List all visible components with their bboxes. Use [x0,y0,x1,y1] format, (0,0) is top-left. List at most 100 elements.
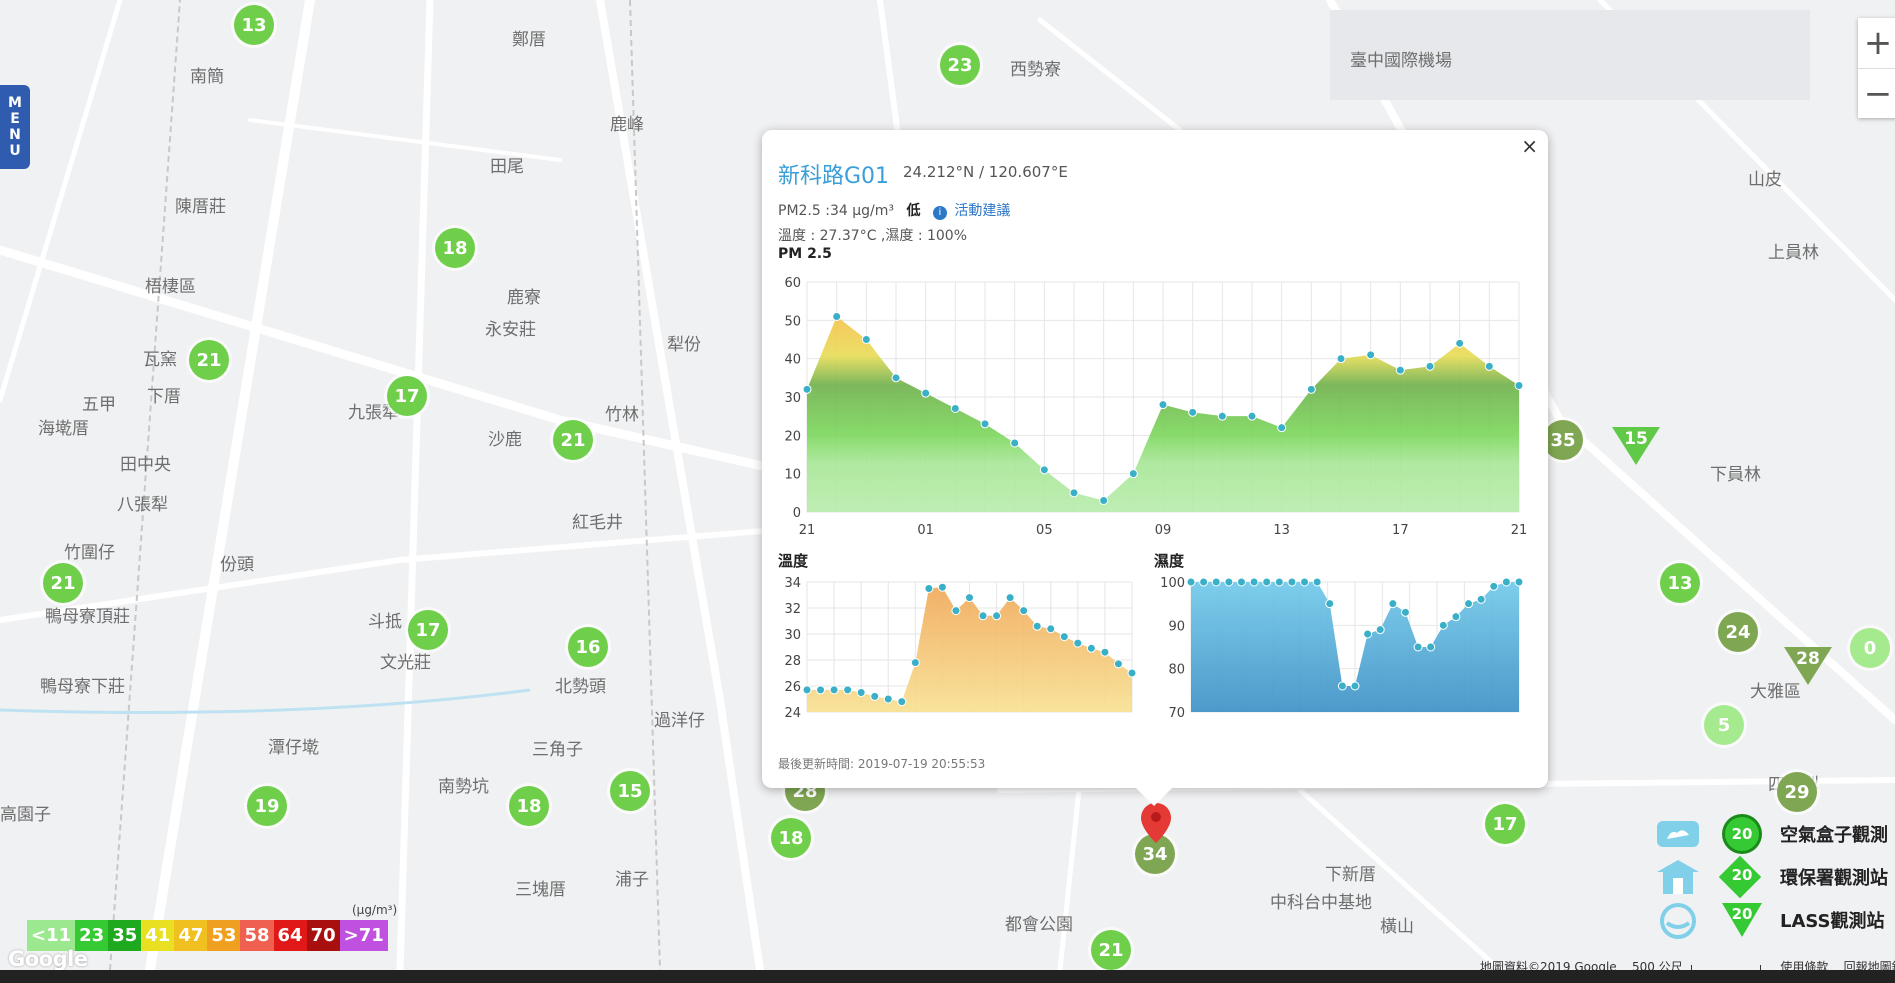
data-point [1249,577,1259,587]
selected-location-pin-icon[interactable] [1141,803,1171,843]
place-label: 浦子 [615,870,649,890]
zoom-out-button[interactable]: − [1858,68,1895,118]
y-tick-label: 32 [784,602,801,617]
data-point [829,685,839,695]
station-marker[interactable]: 23 [940,45,980,85]
humidity-chart-title: 濕度 [1154,552,1185,570]
place-label: 沙鹿 [488,430,522,450]
place-label: 都會公園 [1005,915,1073,935]
data-point [1069,488,1079,498]
menu-tab-letter: M [8,95,22,111]
data-point [1262,577,1272,587]
info-icon[interactable]: i [932,206,947,220]
place-label: 下新厝 [1325,865,1376,885]
station-marker[interactable]: 16 [568,627,608,667]
place-label: 海墘厝 [38,419,89,439]
data-point [861,335,871,344]
place-label: 九張犁 [348,403,399,423]
place-label: 鴨母寮頂莊 [45,607,130,627]
station-legend-badge: 20 [1725,817,1759,851]
legend-scale-item: 41 [141,920,175,951]
station-marker[interactable]: 17 [1485,804,1525,844]
data-point [843,685,853,695]
station-marker[interactable]: 18 [771,818,811,858]
data-point [1005,593,1015,603]
data-point [802,685,812,695]
last-updated-text: 最後更新時間: 2019-07-19 20:55:53 [778,757,986,771]
place-label: 五甲 [82,395,116,415]
place-label: 中科台中基地 [1270,893,1372,913]
data-point [1388,599,1398,609]
station-marker[interactable]: 17 [387,376,427,416]
zoom-in-button[interactable]: + [1863,23,1893,63]
station-marker[interactable]: 24 [1718,612,1758,652]
data-point [980,419,990,429]
data-point [816,685,826,695]
station-marker[interactable]: 17 [408,610,448,650]
station-marker[interactable]: 13 [1660,563,1700,603]
legend-scale-item: 47 [174,920,208,951]
station-marker[interactable]: 35 [1543,420,1583,460]
y-tick-label: 24 [784,706,801,721]
legend-scale-item: 35 [108,920,142,951]
data-point [1019,606,1029,616]
station-marker[interactable]: 13 [234,5,274,45]
data-point [1010,438,1020,448]
legend-scale-item: <11 [27,920,76,951]
y-tick-label: 34 [784,576,801,591]
data-point [1451,612,1461,622]
place-label: 下員林 [1710,465,1761,485]
lass-station-marker[interactable]: 28 [1784,647,1832,685]
station-info-popup: × 新科路G01 24.212°N / 120.607°E PM2.5 :34 … [762,130,1548,806]
place-label: 田中央 [120,455,171,475]
legend-scale-item: >71 [339,920,388,951]
station-marker[interactable]: 29 [1777,772,1817,812]
close-icon[interactable]: × [1521,134,1538,158]
data-point [1395,365,1405,375]
data-point [802,384,812,394]
airbox-icon [1655,815,1701,853]
series-area [807,587,1132,712]
data-point [1059,632,1069,642]
data-point [883,694,893,704]
data-point [1366,350,1376,360]
place-label: 北勢頭 [555,677,606,697]
bottom-bar [0,970,1895,983]
station-marker[interactable]: 21 [553,420,593,460]
data-point [1312,577,1322,587]
station-legend-row[interactable]: 2020環保署觀測站 [1655,855,1895,899]
data-point [1236,577,1246,587]
data-point [870,691,880,701]
station-marker[interactable]: 19 [247,786,287,826]
station-marker[interactable]: 0 [1850,628,1890,668]
station-legend-row[interactable]: 20 空氣盒子觀測 [1655,815,1895,853]
station-marker[interactable]: 21 [189,340,229,380]
y-tick-label: 70 [1168,706,1185,721]
station-legend-label: 環保署觀測站 [1780,868,1888,889]
x-tick-label: 17 [1392,523,1409,535]
activity-advice-link[interactable]: 活動建議 [954,203,1011,219]
station-marker[interactable]: 18 [509,786,549,826]
station-marker[interactable]: 18 [435,228,475,268]
data-point [1099,496,1109,505]
station-marker[interactable]: 21 [1091,930,1131,970]
data-point [950,404,960,413]
station-marker[interactable]: 5 [1704,705,1744,745]
station-legend-row[interactable]: 20 LASS觀測站 [1655,901,1895,939]
station-marker[interactable]: 21 [43,563,83,603]
data-point [1514,381,1524,390]
lass-station-marker[interactable]: 15 [1612,427,1660,465]
data-point [1128,469,1138,479]
station-marker[interactable]: 15 [610,771,650,811]
series-area [1191,582,1519,712]
place-label: 山皮 [1748,170,1782,190]
data-point [1186,577,1196,587]
data-point [856,688,866,697]
x-tick-label: 13 [1273,523,1290,535]
station-legend-label: 空氣盒子觀測 [1780,825,1888,846]
data-point [897,697,907,707]
lass-marker-value: 15 [1624,429,1648,449]
y-tick-label: 80 [1168,663,1185,678]
place-label: 鴨母寮下莊 [40,677,125,697]
